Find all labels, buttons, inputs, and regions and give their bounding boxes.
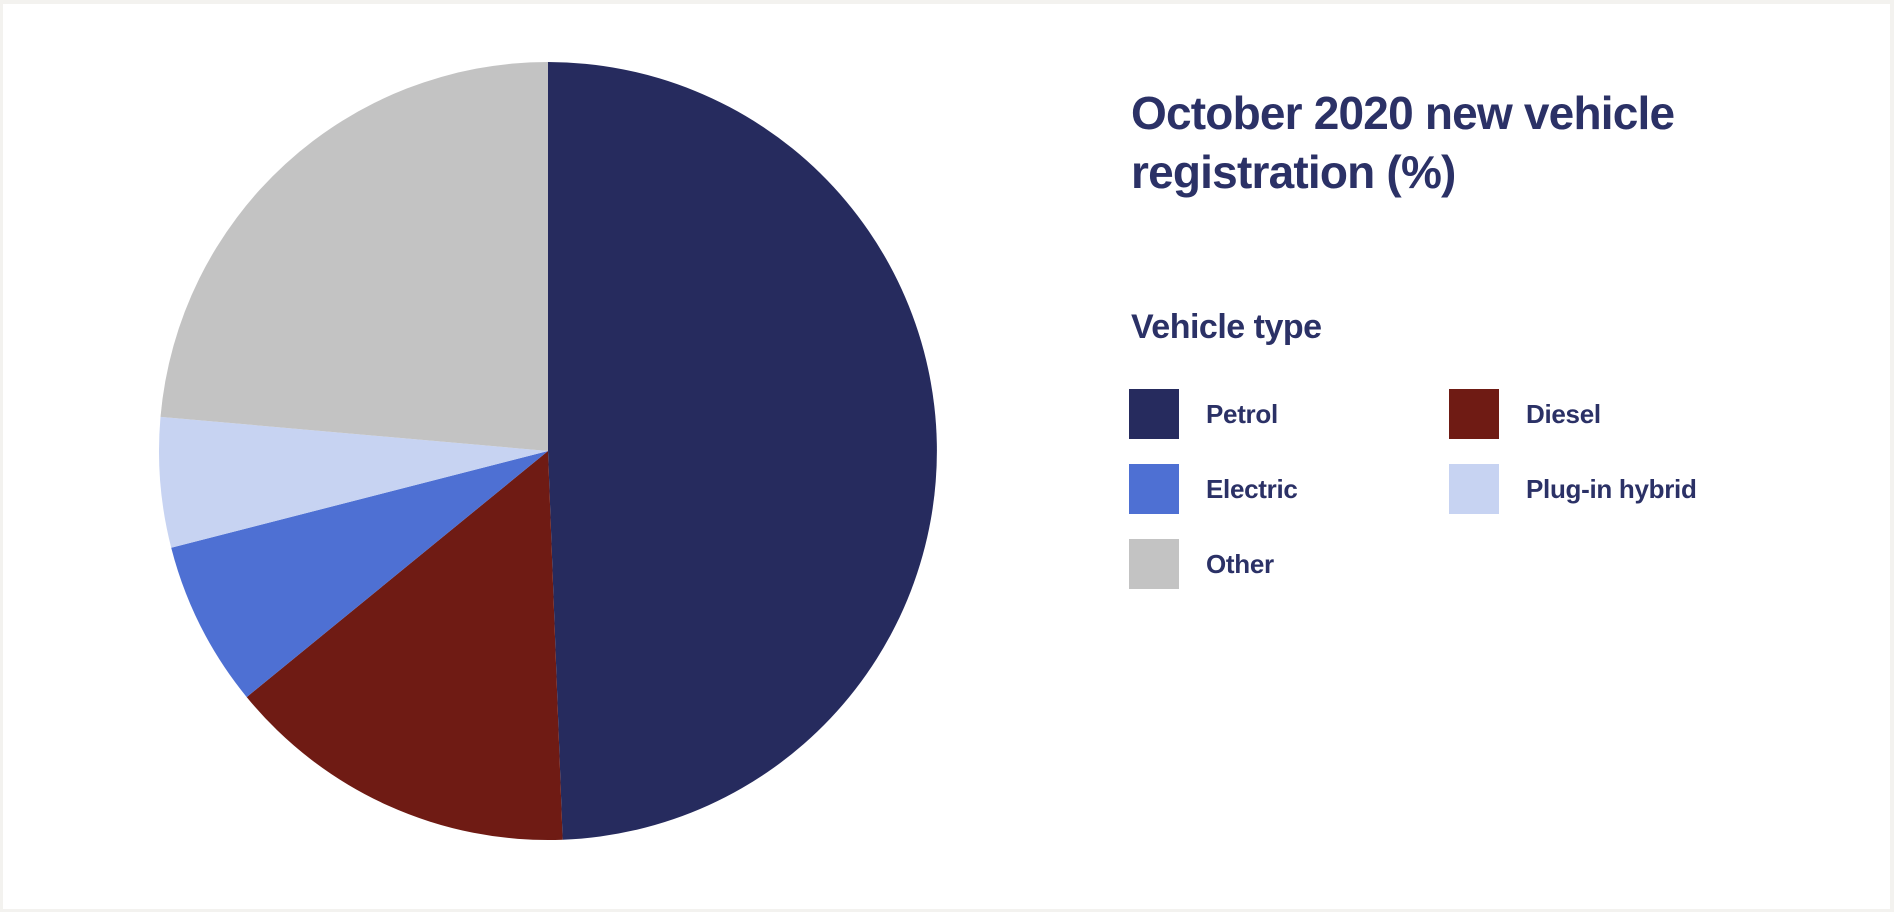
- legend-swatch: [1129, 539, 1179, 589]
- pie-slice-electric[interactable]: [171, 451, 548, 698]
- legend-label: Plug-in hybrid: [1526, 473, 1697, 504]
- pie-slice-other[interactable]: [160, 62, 549, 451]
- legend-item-plug-in-hybrid[interactable]: Plug-in hybrid: [1449, 464, 1894, 514]
- legend-label: Petrol: [1206, 398, 1278, 429]
- pie-chart: [158, 62, 937, 840]
- chart-title: October 2020 new vehicle registration (%…: [1131, 87, 1675, 198]
- pie-slice-diesel[interactable]: [246, 451, 563, 840]
- legend-label: Diesel: [1526, 398, 1601, 429]
- legend-item-electric[interactable]: Electric: [1129, 464, 1449, 514]
- legend-title: Vehicle type: [1131, 308, 1322, 346]
- pie-slice-petrol[interactable]: [548, 62, 937, 840]
- chart-card: October 2020 new vehicle registration (%…: [3, 4, 1890, 909]
- legend-swatch: [1449, 464, 1499, 514]
- legend-item-diesel[interactable]: Diesel: [1449, 389, 1894, 439]
- legend-label: Other: [1206, 548, 1274, 579]
- legend-label: Electric: [1206, 473, 1298, 504]
- pie-slice-plug-in-hybrid[interactable]: [158, 416, 548, 548]
- legend-item-other[interactable]: Other: [1129, 539, 1449, 589]
- legend-item-petrol[interactable]: Petrol: [1129, 389, 1449, 439]
- legend: Petrol Diesel Electric Plug-in hybrid Ot…: [1129, 389, 1894, 589]
- legend-swatch: [1129, 389, 1179, 439]
- legend-swatch: [1129, 464, 1179, 514]
- legend-swatch: [1449, 389, 1499, 439]
